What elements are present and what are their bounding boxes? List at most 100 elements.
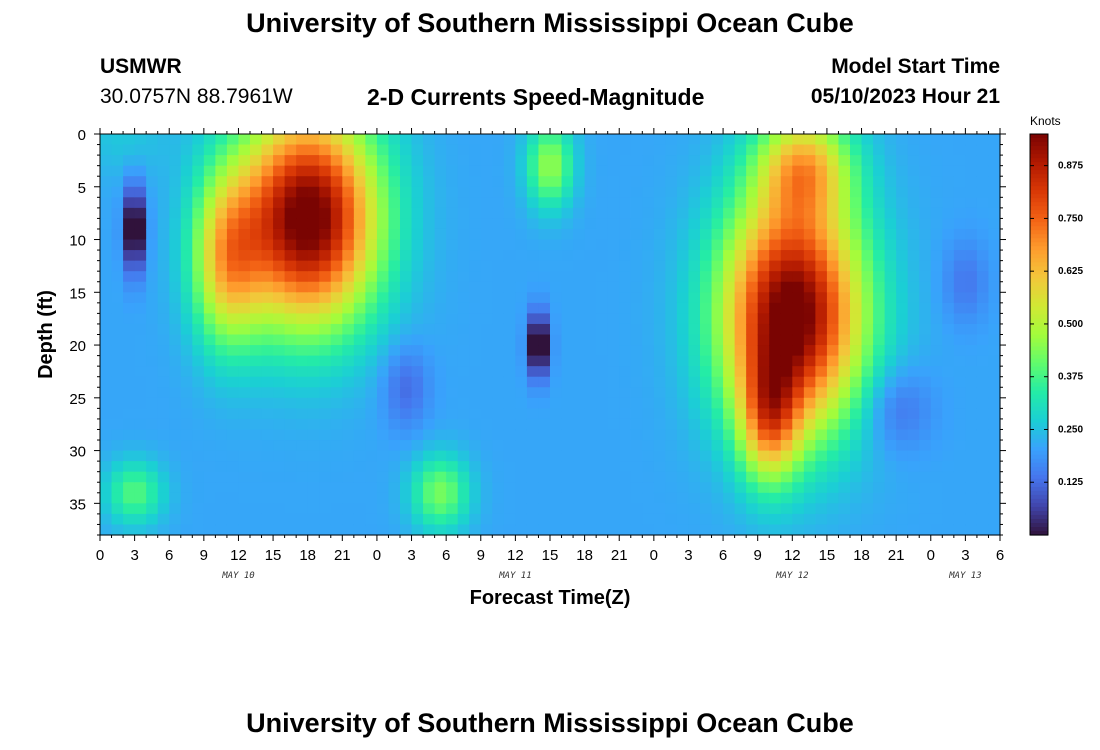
heatmap-cell bbox=[238, 355, 251, 367]
heatmap-cell bbox=[919, 176, 932, 188]
heatmap-cell bbox=[515, 313, 528, 325]
heatmap-cell bbox=[757, 218, 770, 230]
heatmap-cell bbox=[400, 334, 413, 346]
heatmap-cell bbox=[250, 376, 263, 388]
heatmap-cell bbox=[619, 207, 632, 220]
heatmap-cell bbox=[330, 260, 343, 272]
heatmap-cell bbox=[746, 429, 759, 441]
heatmap-cell bbox=[550, 429, 563, 441]
heatmap-cell bbox=[492, 313, 505, 325]
heatmap-cell bbox=[907, 281, 920, 293]
heatmap-cell bbox=[411, 397, 424, 409]
heatmap-cell bbox=[665, 461, 678, 473]
heatmap-cell bbox=[965, 513, 978, 526]
heatmap-cell bbox=[930, 260, 943, 272]
heatmap-cell bbox=[953, 186, 966, 198]
heatmap-cell bbox=[319, 281, 332, 293]
heatmap-cell bbox=[757, 250, 770, 262]
heatmap-cell bbox=[503, 260, 516, 272]
heatmap-cell bbox=[376, 408, 390, 420]
heatmap-cell bbox=[134, 408, 147, 420]
heatmap-cell bbox=[873, 450, 886, 462]
heatmap-cell bbox=[434, 387, 447, 399]
heatmap-cell bbox=[434, 260, 447, 272]
heatmap-cell bbox=[573, 408, 586, 420]
heatmap-cell bbox=[203, 429, 216, 441]
heatmap-cell bbox=[134, 345, 147, 357]
heatmap-cell bbox=[953, 176, 966, 188]
heatmap-cell bbox=[850, 250, 863, 262]
heatmap-cell bbox=[296, 292, 309, 304]
heatmap-cell bbox=[746, 387, 759, 399]
heatmap-cell bbox=[630, 313, 643, 325]
heatmap-cell bbox=[953, 513, 966, 526]
heatmap-cell bbox=[988, 155, 1001, 167]
heatmap-cell bbox=[203, 482, 216, 494]
heatmap-cell bbox=[792, 376, 805, 388]
heatmap-cell bbox=[619, 482, 632, 494]
heatmap-cell bbox=[930, 250, 943, 262]
heatmap-cell bbox=[226, 471, 240, 483]
heatmap-cell bbox=[596, 176, 609, 188]
heatmap-cell bbox=[561, 440, 574, 452]
heatmap-cell bbox=[861, 440, 874, 452]
heatmap-cell bbox=[411, 292, 424, 304]
heatmap-cell bbox=[630, 440, 643, 452]
heatmap-cell bbox=[284, 228, 297, 241]
heatmap-cell bbox=[480, 429, 493, 441]
heatmap-cell bbox=[803, 323, 816, 336]
heatmap-cell bbox=[203, 281, 216, 293]
heatmap-cell bbox=[769, 292, 782, 304]
heatmap-cell bbox=[734, 376, 747, 388]
heatmap-cell bbox=[838, 471, 851, 483]
heatmap-cell bbox=[469, 334, 482, 346]
heatmap-cell bbox=[261, 408, 274, 420]
heatmap-cell bbox=[307, 186, 320, 198]
heatmap-cell bbox=[353, 197, 366, 209]
heatmap-cell bbox=[169, 418, 182, 431]
heatmap-cell bbox=[711, 461, 724, 473]
heatmap-cell bbox=[226, 397, 240, 409]
heatmap-cell bbox=[480, 366, 493, 378]
heatmap-cell bbox=[376, 366, 390, 378]
heatmap-cell bbox=[503, 207, 516, 220]
heatmap-cell bbox=[134, 134, 147, 146]
heatmap-cell bbox=[619, 281, 632, 293]
heatmap-cell bbox=[861, 397, 874, 409]
heatmap-cell bbox=[919, 503, 932, 515]
station-id: USMWR bbox=[100, 55, 182, 78]
heatmap-cell bbox=[515, 250, 528, 262]
heatmap-cell bbox=[134, 387, 147, 399]
heatmap-cell bbox=[896, 345, 909, 357]
heatmap-cell bbox=[411, 134, 424, 146]
heatmap-cell bbox=[780, 281, 793, 293]
heatmap-cells bbox=[100, 134, 1001, 536]
x-tick-label: 9 bbox=[200, 547, 208, 564]
heatmap-cell bbox=[826, 345, 840, 357]
heatmap-cell bbox=[873, 418, 886, 431]
heatmap-cell bbox=[169, 176, 182, 188]
heatmap-cell bbox=[642, 440, 655, 452]
heatmap-cell bbox=[976, 334, 990, 346]
heatmap-cell bbox=[688, 461, 701, 473]
colorbar-segment bbox=[1030, 470, 1048, 476]
heatmap-cell bbox=[284, 250, 297, 262]
heatmap-cell bbox=[596, 250, 609, 262]
heatmap-cell bbox=[976, 302, 990, 314]
heatmap-cell bbox=[665, 376, 678, 388]
heatmap-cell bbox=[942, 376, 955, 388]
heatmap-cell bbox=[411, 281, 424, 293]
heatmap-cell bbox=[457, 397, 470, 409]
heatmap-cell bbox=[100, 471, 113, 483]
heatmap-cell bbox=[573, 440, 586, 452]
heatmap-cell bbox=[942, 176, 955, 188]
heatmap-cell bbox=[180, 524, 193, 536]
heatmap-cell bbox=[861, 492, 874, 504]
heatmap-cell bbox=[803, 302, 816, 314]
heatmap-cell bbox=[769, 355, 782, 367]
heatmap-cell bbox=[550, 165, 563, 177]
heatmap-cell bbox=[273, 366, 286, 378]
heatmap-cell bbox=[942, 165, 955, 177]
heatmap-cell bbox=[642, 513, 655, 526]
heatmap-cell bbox=[976, 134, 990, 146]
